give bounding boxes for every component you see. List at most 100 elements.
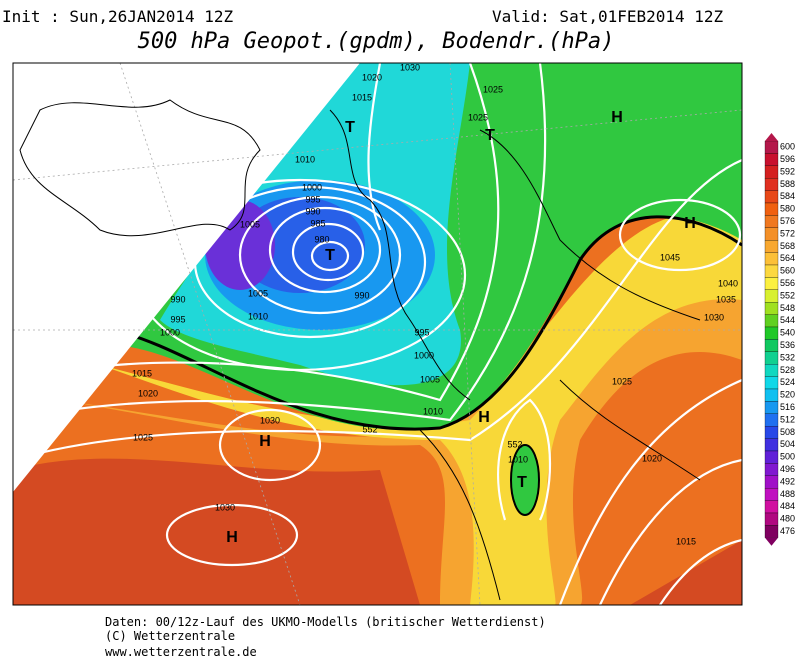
colorbar-label: 572	[780, 228, 795, 238]
colorbar-swatch	[764, 277, 779, 290]
colorbar-swatch	[764, 401, 779, 414]
isobar-label: 1000	[302, 182, 322, 192]
colorbar-swatch	[764, 376, 779, 390]
map-title: 500 hPa Geopot.(gpdm), Bodendr.(hPa)	[138, 29, 615, 54]
isobar-label: 1030	[704, 312, 724, 322]
colorbar-label: 524	[780, 377, 795, 387]
isobar-label: 1025	[612, 376, 632, 386]
colorbar-label: 568	[780, 241, 795, 251]
isobar-label: 990	[354, 290, 369, 300]
colorbar-swatch	[764, 252, 779, 266]
colorbar-label: 500	[780, 452, 795, 462]
map-labels: 1030 1020 1015 1025 1025 1010 1000 995 990 985 980…	[132, 62, 738, 546]
isobar-label: 1015	[352, 92, 372, 102]
pressure-system: T	[517, 474, 527, 491]
isobar-label: 1000	[414, 350, 434, 360]
colorbar-swatch	[764, 240, 779, 253]
colorbar-swatch	[764, 426, 779, 439]
isobar-label: 552	[362, 424, 377, 434]
colorbar-label: 508	[780, 427, 795, 437]
contour-552	[112, 215, 742, 431]
init-time: Init : Sun,26JAN2014 12Z	[2, 7, 234, 26]
graticule	[13, 63, 742, 605]
isobar-label: 1000	[160, 327, 180, 337]
colorbar-label: 532	[780, 352, 795, 362]
isobar-label: 552	[507, 439, 522, 449]
colorbar-swatch	[764, 202, 779, 216]
colorbar-label: 576	[780, 216, 795, 226]
colorbar-label: 600	[780, 142, 795, 152]
pressure-system: T	[485, 127, 495, 144]
isobar-label: 995	[414, 327, 429, 337]
colorbar-swatch	[764, 215, 779, 228]
colorbar-swatch	[764, 450, 779, 464]
colorbar-swatch	[764, 326, 779, 340]
isobars	[13, 63, 742, 605]
colorbar-swatch	[764, 438, 779, 452]
isobar-label: 1025	[468, 112, 488, 122]
colorbar-label: 536	[780, 340, 795, 350]
colorbar-swatch	[764, 351, 779, 365]
pressure-system: H	[259, 433, 271, 450]
colorbar-swatch	[764, 302, 779, 315]
field-red	[13, 458, 420, 605]
colorbar-label: 556	[780, 278, 795, 288]
valid-time: Valid: Sat,01FEB2014 12Z	[492, 7, 724, 26]
footer-line: Daten: 00/12z-Lauf des UKMO-Modells (bri…	[105, 615, 546, 629]
colorbar-swatch	[764, 488, 779, 501]
colorbar-label: 528	[780, 365, 795, 375]
colorbar-swatch	[764, 512, 779, 526]
colorbar-swatch	[764, 364, 779, 377]
colorbar-label: 544	[780, 315, 795, 325]
isobar-label: 990	[170, 294, 185, 304]
colorbar-label: 560	[780, 266, 795, 276]
isobar-label: 1020	[362, 72, 382, 82]
colorbar-swatch	[764, 339, 779, 352]
colorbar-swatch	[764, 500, 779, 514]
colorbar-label: 552	[780, 290, 795, 300]
isobar-label: 1005	[240, 219, 260, 229]
colorbar-swatch	[764, 289, 779, 303]
outside-domain	[13, 63, 360, 492]
colorbar-swatch	[764, 178, 779, 191]
colorbar-swatch	[764, 463, 779, 476]
colorbar-swatch	[764, 475, 779, 489]
colorbar-label: 584	[780, 191, 795, 201]
colorbar-label: 548	[780, 303, 795, 313]
isobar-label: 1025	[133, 432, 153, 442]
colorbar-swatch	[764, 153, 779, 166]
isobar-label: 1005	[420, 374, 440, 384]
isobar-label: 1030	[260, 415, 280, 425]
map-frame	[12, 62, 743, 606]
colorbar-swatch	[764, 165, 779, 179]
colorbar-label: 512	[780, 414, 795, 424]
pressure-system: H	[611, 109, 623, 126]
field-green-cell	[510, 444, 540, 516]
colorbar-label: 592	[780, 166, 795, 176]
isobar-label: 1005	[248, 288, 268, 298]
isobar-label: 1010	[248, 311, 268, 321]
colorbar-tip	[765, 537, 778, 546]
pressure-system: T	[325, 247, 335, 264]
isobar-label: 1030	[400, 62, 420, 72]
colorbar-swatch	[764, 388, 779, 402]
isobar-label: 1010	[295, 154, 315, 164]
colorbar-swatch	[764, 264, 779, 278]
colorbar-label: 588	[780, 179, 795, 189]
footer-line: (C) Wetterzentrale	[105, 629, 235, 643]
colorbar-label: 488	[780, 489, 795, 499]
colorbar-swatch	[764, 413, 779, 427]
colorbar-label: 504	[780, 439, 795, 449]
isobar-label: 995	[170, 314, 185, 324]
isobar-label: 1020	[138, 388, 158, 398]
colorbar-label: 516	[780, 402, 795, 412]
isobar-label: 1020	[642, 453, 662, 463]
isobar-label: 985	[310, 218, 325, 228]
colorbar-label: 596	[780, 154, 795, 164]
pressure-system: T	[345, 119, 355, 136]
colorbar: 600 596 592 588 584 580 576 572 568 564 560 556 552 5…	[764, 133, 795, 546]
colorbar-tip	[765, 133, 778, 141]
isobar-label: 1010	[508, 454, 528, 464]
isobar-label: 1035	[716, 294, 736, 304]
